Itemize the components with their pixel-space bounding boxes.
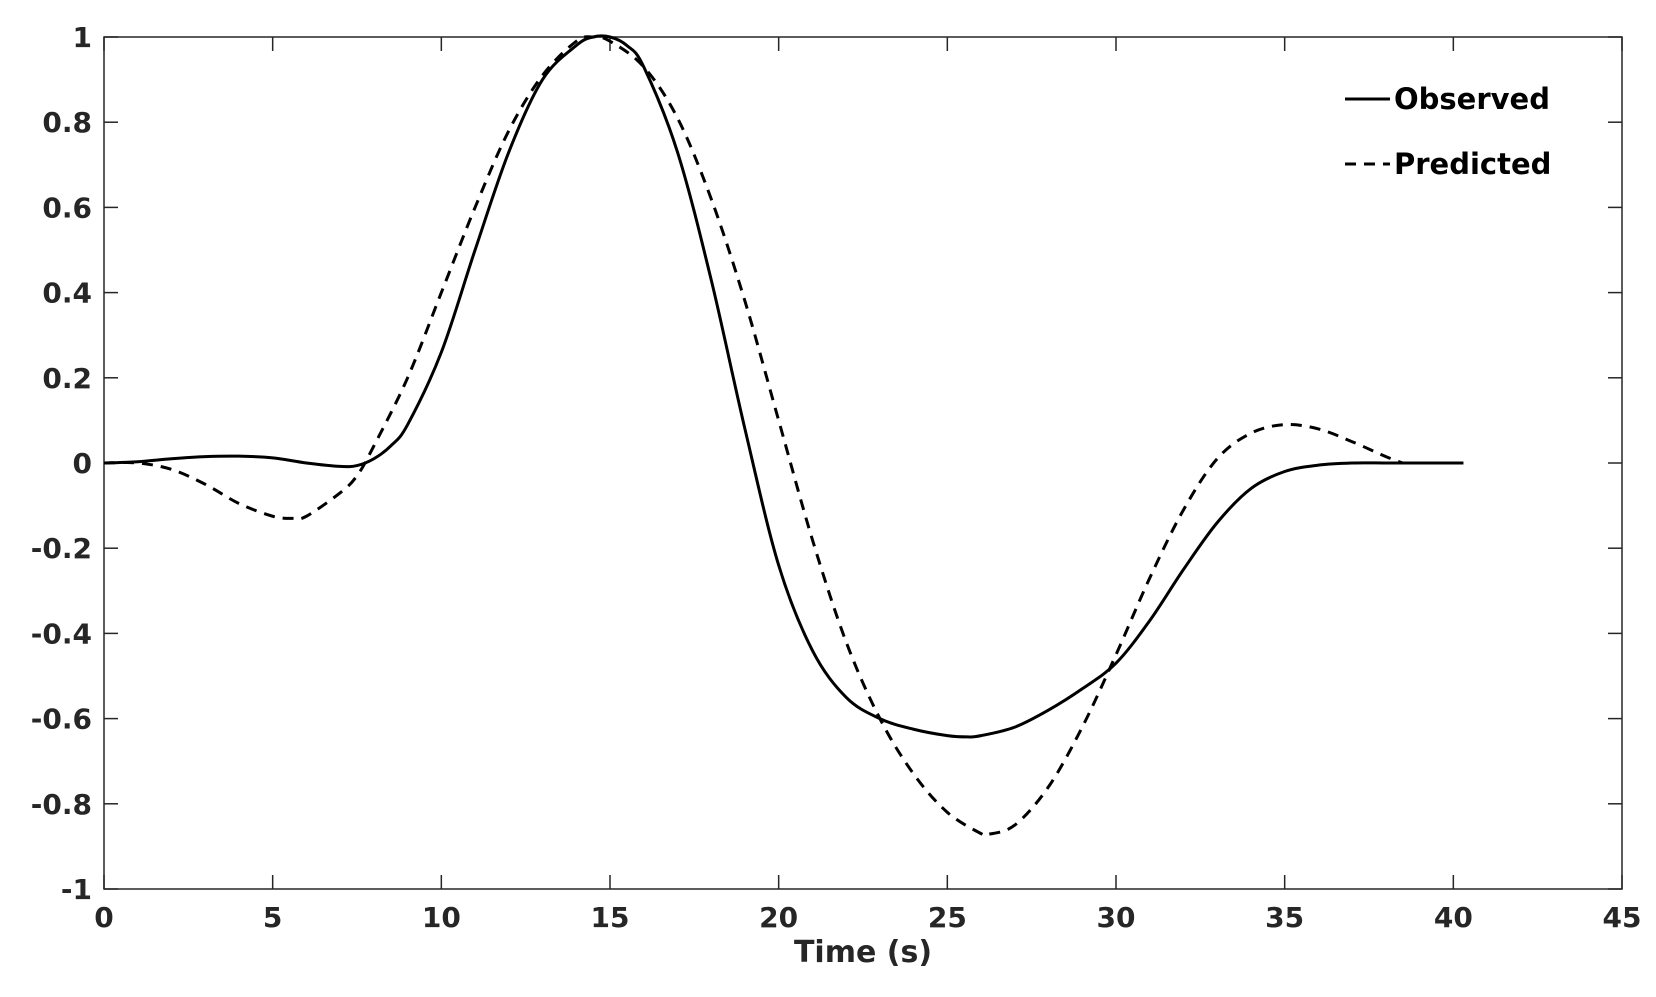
- x-tick-label: 10: [422, 901, 461, 934]
- x-tick-label: 15: [591, 901, 630, 934]
- series-line-observed: [103, 34, 1464, 739]
- legend-predicted-label: Predicted: [1394, 147, 1551, 181]
- x-tick-label: 40: [1434, 901, 1473, 934]
- y-tick-label: -0.8: [31, 788, 92, 821]
- y-tick-label: 0.6: [42, 191, 92, 224]
- ticks-layer: 0 5 10 15 20 25 30 35 40 45 1 0.8 0.6 0.4 0.2 0 -0.2 -0.4…: [31, 21, 1642, 934]
- y-tick-label: -0.2: [31, 532, 92, 565]
- y-tick-label: 0: [73, 447, 92, 480]
- series-layer: [103, 34, 1464, 838]
- y-tick-label: 0.8: [42, 106, 92, 139]
- x-tick-label: 5: [263, 901, 282, 934]
- y-tick-label: -1: [61, 873, 92, 906]
- y-tick-label: 1: [73, 21, 92, 54]
- x-tick-label: 30: [1097, 901, 1136, 934]
- y-tick-label: 0.2: [42, 362, 92, 395]
- y-tick-label: -0.6: [31, 703, 92, 736]
- y-tick-label: 0.4: [42, 277, 92, 310]
- x-tick-label: 35: [1265, 901, 1304, 934]
- legend: Observed Predicted: [1345, 82, 1551, 181]
- x-tick-label: 45: [1603, 901, 1642, 934]
- x-tick-label: 0: [94, 901, 113, 934]
- y-tick-label: -0.4: [31, 617, 92, 650]
- x-tick-label: 20: [759, 901, 798, 934]
- x-axis-label: Time (s): [794, 935, 932, 970]
- legend-observed-label: Observed: [1394, 82, 1550, 116]
- x-tick-label: 25: [928, 901, 967, 934]
